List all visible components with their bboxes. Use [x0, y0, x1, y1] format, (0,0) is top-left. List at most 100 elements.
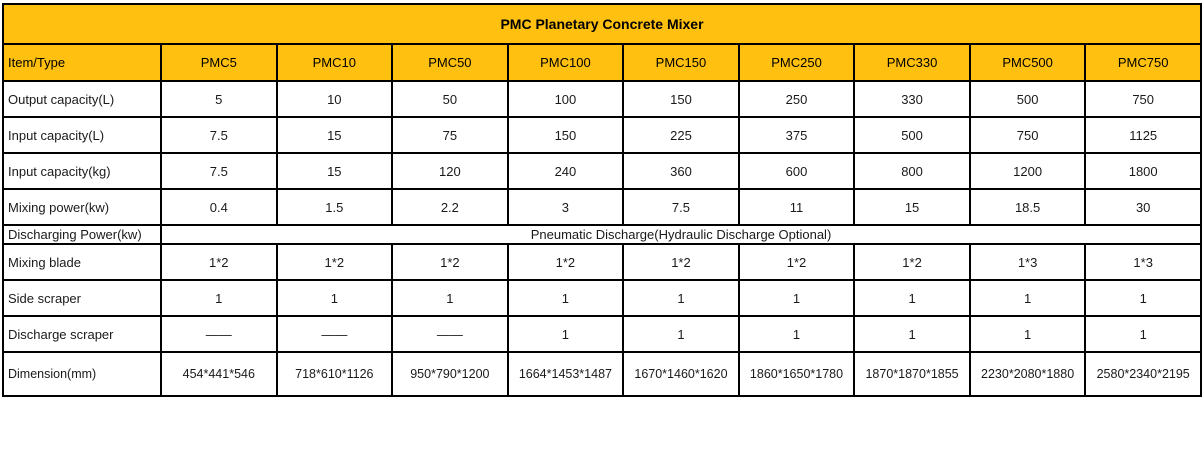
table-cell: 75 — [391, 116, 509, 154]
column-header: PMC750 — [1084, 43, 1202, 82]
table-cell: 1 — [1084, 315, 1202, 353]
table-cell: 10 — [275, 80, 394, 118]
table-cell: 7.5 — [160, 152, 278, 190]
column-header: PMC50 — [391, 43, 509, 82]
spec-table: PMC Planetary Concrete Mixer Item/Type PM… — [2, 3, 1202, 397]
table-cell: 750 — [968, 116, 1087, 154]
table-cell: 1125 — [1084, 116, 1202, 154]
table-cell: 2230*2080*1880 — [968, 351, 1087, 397]
table-cell: 1 — [1084, 279, 1202, 317]
column-header: PMC100 — [506, 43, 625, 82]
table-cell: 15 — [853, 188, 971, 226]
table-cell: 1 — [968, 279, 1087, 317]
table-cell: 1*2 — [737, 243, 856, 281]
table-cell: 30 — [1084, 188, 1202, 226]
table-cell: 3 — [506, 188, 625, 226]
table-cell: 7.5 — [622, 188, 740, 226]
table-row: Input capacity(L) 7.5 15 75 150 225 375 500 750 1… — [2, 116, 1202, 154]
merged-value-cell: Pneumatic Discharge(Hydraulic Discharge … — [160, 224, 1202, 245]
table-row: Output capacity(L) 5 10 50 100 150 250 330 500 75… — [2, 80, 1202, 118]
table-cell: 330 — [853, 80, 971, 118]
table-cell: 1*2 — [160, 243, 278, 281]
table-cell: 1*2 — [275, 243, 394, 281]
column-header: PMC10 — [275, 43, 394, 82]
column-header: PMC330 — [853, 43, 971, 82]
row-label: Side scraper — [2, 279, 162, 317]
table-cell: 250 — [737, 80, 856, 118]
table-row: Discharge scraper —— —— —— 1 1 1 1 1 1 — [2, 315, 1202, 353]
table-cell: —— — [391, 315, 509, 353]
table-cell: 240 — [506, 152, 625, 190]
table-cell: 2580*2340*2195 — [1084, 351, 1202, 397]
table-cell: 1200 — [968, 152, 1087, 190]
table-cell: 1 — [622, 315, 740, 353]
table-cell: 1*2 — [506, 243, 625, 281]
table-row: Mixing power(kw) 0.4 1.5 2.2 3 7.5 11 15 18.5 30 — [2, 188, 1202, 226]
table-cell: 1 — [737, 279, 856, 317]
table-cell: —— — [160, 315, 278, 353]
table-cell: 1 — [853, 279, 971, 317]
table-cell: 750 — [1084, 80, 1202, 118]
table-cell: 1*3 — [1084, 243, 1202, 281]
header-row: Item/Type PMC5 PMC10 PMC50 PMC100 PMC150 PMC25… — [2, 43, 1202, 82]
table-cell: 1 — [506, 279, 625, 317]
row-label: Output capacity(L) — [2, 80, 162, 118]
table-cell: 800 — [853, 152, 971, 190]
table-cell: 18.5 — [968, 188, 1087, 226]
table-cell: 11 — [737, 188, 856, 226]
table-cell: 360 — [622, 152, 740, 190]
column-header: PMC150 — [622, 43, 740, 82]
table-cell: 15 — [275, 116, 394, 154]
table-cell: 100 — [506, 80, 625, 118]
table-cell: 1 — [737, 315, 856, 353]
table-cell: 1 — [968, 315, 1087, 353]
table-cell: 0.4 — [160, 188, 278, 226]
table-cell: 1*2 — [853, 243, 971, 281]
table-row: Dimension(mm) 454*441*546 718*610*1126 950*… — [2, 351, 1202, 397]
table-cell: 15 — [275, 152, 394, 190]
row-label: Input capacity(L) — [2, 116, 162, 154]
table-title: PMC Planetary Concrete Mixer — [2, 3, 1202, 45]
table-cell: 1.5 — [275, 188, 394, 226]
table-cell: 225 — [622, 116, 740, 154]
table-cell: 1*2 — [622, 243, 740, 281]
table-cell: 1860*1650*1780 — [737, 351, 856, 397]
table-cell: 1 — [391, 279, 509, 317]
table-cell: 5 — [160, 80, 278, 118]
table-cell: 1 — [275, 279, 394, 317]
table-cell: 1870*1870*1855 — [853, 351, 971, 397]
table-cell: 1*2 — [391, 243, 509, 281]
row-label: Discharging Power(kw) — [2, 224, 162, 245]
table-cell: 1*3 — [968, 243, 1087, 281]
table-cell: 500 — [968, 80, 1087, 118]
table-cell: 950*790*1200 — [391, 351, 509, 397]
row-label: Input capacity(kg) — [2, 152, 162, 190]
table-cell: 718*610*1126 — [275, 351, 394, 397]
table-cell: 1 — [506, 315, 625, 353]
table-cell: 50 — [391, 80, 509, 118]
table-cell: 500 — [853, 116, 971, 154]
table-cell: 1 — [160, 279, 278, 317]
table-cell: 600 — [737, 152, 856, 190]
column-header: PMC500 — [968, 43, 1087, 82]
table-row: Mixing blade 1*2 1*2 1*2 1*2 1*2 1*2 1*2 1*3 1*3 — [2, 243, 1202, 281]
row-label: Dimension(mm) — [2, 351, 162, 397]
table-cell: 1800 — [1084, 152, 1202, 190]
table-cell: 1664*1453*1487 — [506, 351, 625, 397]
table-cell: 7.5 — [160, 116, 278, 154]
table-row: Input capacity(kg) 7.5 15 120 240 360 600 800 12… — [2, 152, 1202, 190]
row-label: Discharge scraper — [2, 315, 162, 353]
table-cell: 2.2 — [391, 188, 509, 226]
title-row: PMC Planetary Concrete Mixer — [2, 3, 1202, 45]
table-cell: 150 — [622, 80, 740, 118]
corner-header: Item/Type — [2, 43, 162, 82]
table-cell: 1 — [853, 315, 971, 353]
table-cell: 375 — [737, 116, 856, 154]
row-label: Mixing power(kw) — [2, 188, 162, 226]
table-cell: 1 — [622, 279, 740, 317]
table-cell: 454*441*546 — [160, 351, 278, 397]
table-row: Side scraper 1 1 1 1 1 1 1 1 1 — [2, 279, 1202, 317]
column-header: PMC5 — [160, 43, 278, 82]
table-cell: 150 — [506, 116, 625, 154]
